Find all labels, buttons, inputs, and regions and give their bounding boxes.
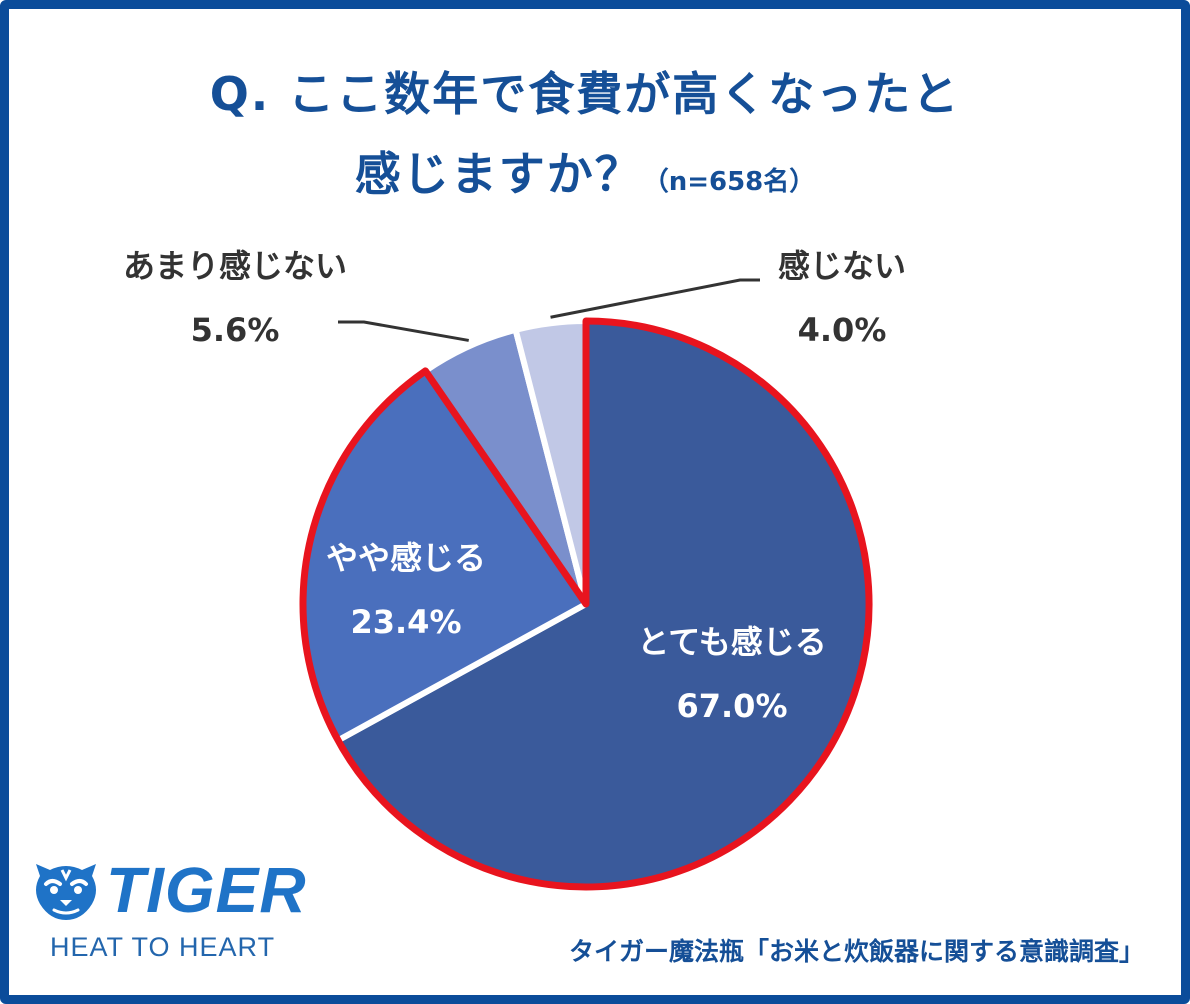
slice-label-value: 67.0%: [676, 687, 788, 725]
chart-title-question: 感じますか？: [354, 147, 643, 201]
highlight-outline: [299, 317, 873, 891]
brand-logo: TIGER: [106, 854, 307, 926]
leader-line: [338, 320, 469, 342]
slice-label-category: やや感じる: [325, 539, 486, 577]
tiger-face-icon: [36, 864, 96, 920]
slice-label-category: とても感じる: [637, 623, 827, 661]
slice-label-category: あまり感じない: [122, 247, 347, 285]
brand-tagline: HEAT TO HEART: [50, 932, 276, 962]
leader-line: [550, 278, 760, 319]
sample-size-note: （n=658名）: [642, 167, 816, 197]
slice-label-value: 5.6%: [190, 311, 280, 349]
chart-title-line2: 感じますか？（n=658名）: [0, 138, 1180, 204]
chart-title-line1: Q. ここ数年で食費が高くなったと: [209, 67, 961, 121]
slice-label-value: 23.4%: [350, 603, 462, 641]
slice-label-value: 4.0%: [797, 311, 887, 349]
slice-label-category: 感じない: [777, 247, 906, 285]
source-note: タイガー魔法瓶「お米と炊飯器に関する意識調査」: [568, 937, 1144, 966]
